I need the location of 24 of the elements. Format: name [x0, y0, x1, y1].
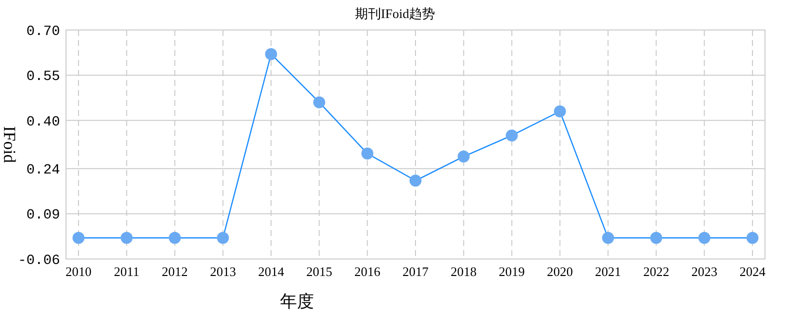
x-tick-label: 2020 — [546, 264, 573, 279]
y-tick-label: 0.70 — [26, 24, 60, 40]
x-tick-label: 2018 — [450, 264, 477, 279]
x-tick-label: 2014 — [258, 264, 285, 279]
x-tick-label: 2011 — [114, 264, 140, 279]
y-tick-label: 0.55 — [26, 69, 60, 86]
x-tick-label: 2021 — [595, 264, 622, 279]
x-tick-label: 2024 — [739, 264, 766, 279]
x-tick-label: 2010 — [66, 264, 92, 279]
y-tick-label: 0.09 — [26, 208, 60, 224]
chart-title: 期刊IFoid趋势 — [354, 6, 436, 21]
x-tick-label: 2012 — [162, 264, 188, 279]
y-tick-label: 0.40 — [26, 114, 60, 130]
y-tick-label: 0.24 — [26, 162, 60, 179]
x-tick-label: 2016 — [354, 264, 381, 279]
x-tick-label: 2015 — [306, 264, 332, 279]
y-axis-title: IFoid — [0, 126, 19, 164]
x-tick-label: 2022 — [643, 264, 670, 279]
x-tick-label: 2013 — [210, 264, 236, 279]
y-tick-label: -0.06 — [18, 252, 60, 269]
x-tick-label: 2017 — [402, 264, 429, 279]
x-tick-label: 2019 — [498, 264, 525, 279]
x-tick-label: 2023 — [691, 264, 718, 279]
x-axis-title: 年度 — [280, 292, 314, 311]
